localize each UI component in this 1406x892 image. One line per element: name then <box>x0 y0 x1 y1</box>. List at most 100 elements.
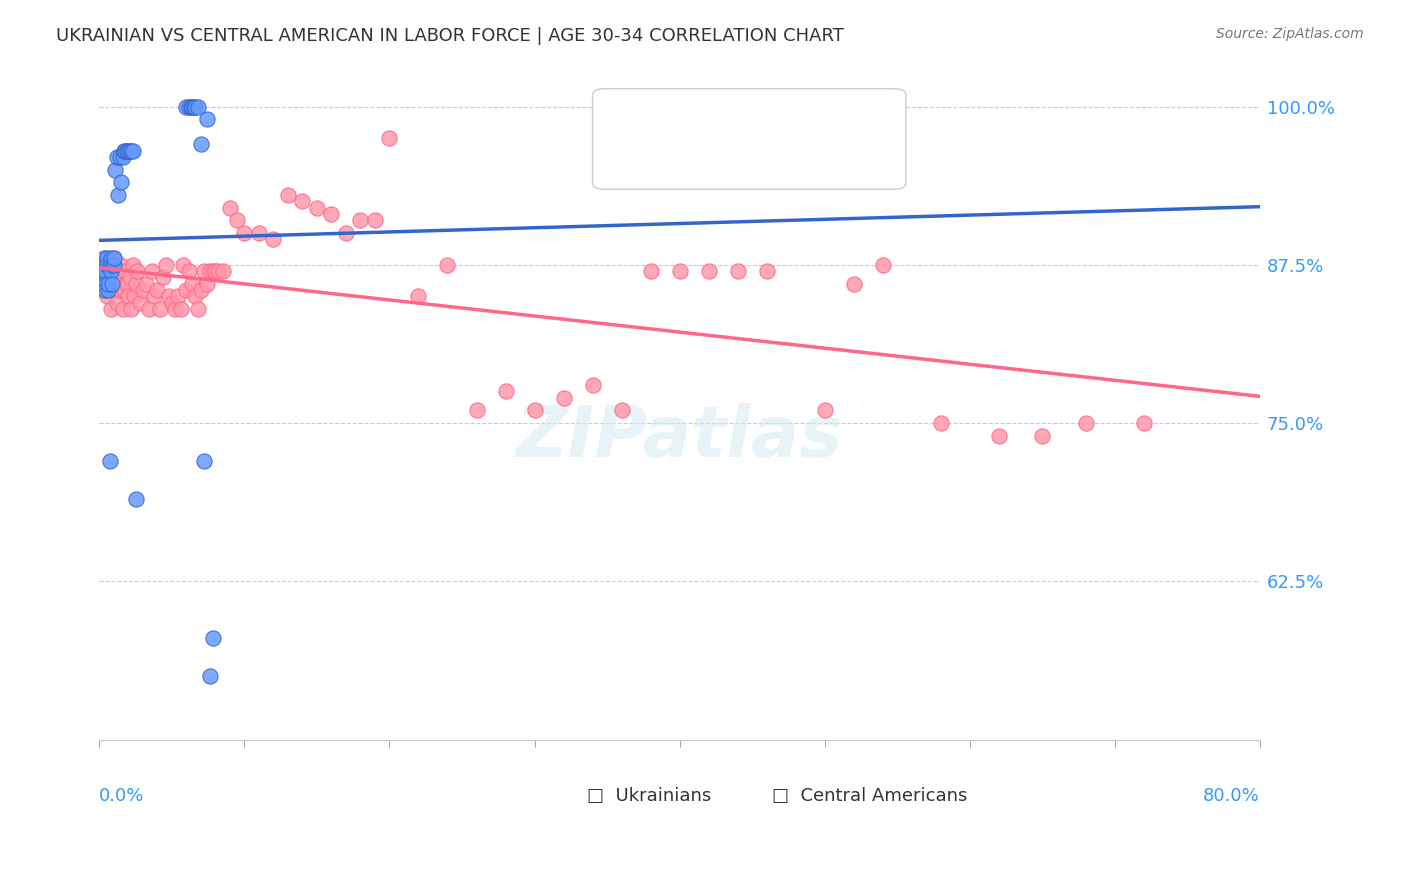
Point <box>96 270 118 285</box>
Point <box>465 403 488 417</box>
Point <box>96 289 118 303</box>
Point <box>120 144 142 158</box>
Point <box>190 283 212 297</box>
Point <box>180 99 202 113</box>
Point <box>124 491 146 506</box>
Point <box>179 99 201 113</box>
Point <box>105 295 128 310</box>
Point <box>814 403 837 417</box>
Point <box>98 264 121 278</box>
Point <box>141 264 163 278</box>
Point <box>247 226 270 240</box>
Point <box>101 283 124 297</box>
Point <box>114 264 136 278</box>
Text: Source: ZipAtlas.com: Source: ZipAtlas.com <box>1216 27 1364 41</box>
Point <box>697 264 720 278</box>
Point <box>195 112 218 127</box>
Point <box>610 403 633 417</box>
Point <box>523 403 546 417</box>
Point <box>103 252 125 266</box>
Point <box>842 277 865 291</box>
Point <box>262 232 284 246</box>
Point <box>96 258 118 272</box>
Point <box>755 264 778 278</box>
Point <box>97 258 120 272</box>
Legend: R = 0.453   N = 47, R = 0.127   N = 96: R = 0.453 N = 47, R = 0.127 N = 96 <box>630 98 856 160</box>
Point <box>132 283 155 297</box>
Point <box>226 213 249 227</box>
Point <box>103 270 125 285</box>
Point <box>193 454 215 468</box>
Point <box>94 258 117 272</box>
Point <box>176 283 198 297</box>
Point <box>640 264 662 278</box>
Point <box>91 283 114 297</box>
Point <box>138 302 160 317</box>
Point <box>169 302 191 317</box>
Point <box>112 144 135 158</box>
Point <box>117 144 139 158</box>
Point <box>93 258 115 272</box>
Point <box>207 264 229 278</box>
Point <box>118 144 141 158</box>
Point <box>110 176 132 190</box>
Text: ZIPatlas: ZIPatlas <box>516 403 844 472</box>
Text: □  Central Americans: □ Central Americans <box>772 787 967 805</box>
Point <box>108 283 131 297</box>
Point <box>115 277 138 291</box>
Point <box>553 391 575 405</box>
Point <box>187 99 209 113</box>
Point <box>118 270 141 285</box>
Point <box>335 226 357 240</box>
Point <box>378 131 401 145</box>
Point <box>104 162 127 177</box>
Point <box>201 264 224 278</box>
Point <box>91 258 114 272</box>
Point <box>668 264 690 278</box>
Point <box>111 150 134 164</box>
Point <box>100 264 122 278</box>
Point <box>149 302 172 317</box>
Point <box>581 378 603 392</box>
Point <box>157 289 180 303</box>
Point <box>110 258 132 272</box>
Point <box>103 252 125 266</box>
Point <box>291 194 314 209</box>
Point <box>187 302 209 317</box>
Point <box>112 283 135 297</box>
Point <box>100 258 122 272</box>
Point <box>114 144 136 158</box>
Point <box>195 277 218 291</box>
Point <box>101 277 124 291</box>
Point <box>184 289 207 303</box>
Point <box>93 252 115 266</box>
Point <box>124 277 146 291</box>
Point <box>101 258 124 272</box>
Point <box>121 144 143 158</box>
Point <box>103 258 125 272</box>
Point <box>436 258 458 272</box>
Point <box>349 213 371 227</box>
Point <box>160 295 183 310</box>
Text: □  Ukrainians: □ Ukrainians <box>586 787 711 805</box>
Point <box>94 277 117 291</box>
Point <box>90 264 112 278</box>
Point <box>94 264 117 278</box>
Point <box>495 384 517 399</box>
Point <box>211 264 233 278</box>
Point <box>97 283 120 297</box>
Point <box>107 264 129 278</box>
Point <box>120 302 142 317</box>
Point <box>93 283 115 297</box>
FancyBboxPatch shape <box>592 88 905 189</box>
Point <box>181 99 204 113</box>
Point <box>219 201 242 215</box>
Point <box>1031 428 1053 442</box>
Point <box>96 252 118 266</box>
Point <box>91 258 114 272</box>
Point <box>1132 416 1154 430</box>
Point <box>117 289 139 303</box>
Point <box>1074 416 1097 430</box>
Point <box>143 289 166 303</box>
Point <box>100 252 122 266</box>
